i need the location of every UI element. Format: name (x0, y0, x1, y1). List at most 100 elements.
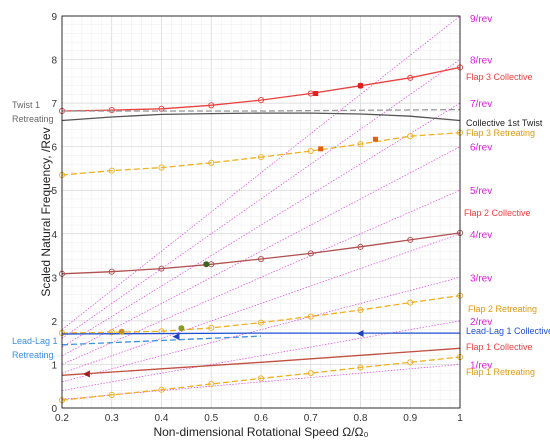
grid (61, 15, 461, 409)
per-rev-line-4 (61, 233, 461, 374)
annotation-flap1-retreating: Flap 1 Retreating (466, 367, 535, 377)
series-point-flap-2-collective (158, 265, 165, 272)
series-point-flap-3-collective (407, 74, 414, 81)
series-line-flap-3-collective (61, 66, 461, 112)
series-point-flap-2-collective (407, 236, 414, 243)
series-point-flap-2-retreating (307, 313, 314, 320)
annotation-twist1-retreating-line2: Retreating (12, 114, 54, 124)
point-markers (82, 83, 378, 378)
series-point-flap-3-retreating (407, 133, 414, 140)
y-axis-label: Scaled Natural Frequency, /Rev (39, 127, 53, 296)
x-tick-label: 0.9 (403, 413, 417, 424)
series-point-flap-3-retreating (307, 147, 314, 155)
annotation-twist1-retreating-line1: Twist 1 (12, 100, 40, 110)
per-rev-line-5 (61, 189, 461, 365)
y-tick-label: 8 (51, 56, 57, 67)
series-point-flap-2-collective (108, 268, 115, 275)
square-marker (358, 83, 363, 89)
per-rev-label-1: 1/rev (470, 360, 492, 371)
square-marker (372, 136, 378, 142)
x-tick-label: 0.8 (354, 413, 368, 424)
per-rev-label-5: 5/rev (470, 186, 492, 197)
series-point-flap-3-retreating (108, 167, 115, 174)
series-lines (58, 64, 464, 404)
y-tick-label: 5 (51, 186, 57, 197)
series-point-flap-1-retreating (407, 359, 414, 366)
per-rev-label-2: 2/rev (470, 317, 492, 328)
square-marker (318, 146, 324, 152)
annotation-flap3-collective: Flap 3 Collective (466, 72, 533, 82)
y-tick-label: 3 (51, 273, 57, 284)
series-point-flap-2-collective (257, 255, 265, 263)
y-tick-label: 6 (51, 143, 57, 154)
annotation-flap3-retreating: Flap 3 Retreating (466, 128, 535, 138)
series-point-flap-3-retreating (357, 141, 364, 148)
annotation-lead-lag1-retreating-line1: Lead-Lag 1 (12, 336, 58, 346)
x-tick-label: 0.5 (204, 413, 218, 424)
y-tick-label: 9 (51, 12, 57, 23)
annotation-collective-1st-twist: Collective 1st Twist (466, 118, 543, 128)
per-rev-label-3: 3/rev (470, 273, 492, 284)
y-tick-label: 1 (51, 360, 57, 371)
y-tick-label: 2 (51, 317, 57, 328)
series-point-flap-1-retreating (208, 380, 215, 388)
series-point-flap-1-retreating (257, 375, 265, 382)
annotations: Twist 1 Retreating Lead-Lag 1 Retreating Col… (12, 72, 550, 377)
series-point-flap-2-retreating (208, 324, 215, 331)
series-point-flap-3-retreating (158, 164, 165, 171)
per-rev-label-6: 6/rev (470, 143, 492, 154)
per-rev-label-8: 8/rev (470, 56, 492, 67)
plot-frame (61, 15, 461, 409)
x-tick-label: 1 (457, 413, 463, 424)
annotation-flap2-retreating: Flap 2 Retreating (468, 304, 537, 314)
x-tick-label: 0.2 (55, 413, 69, 424)
triangle-marker (82, 370, 90, 378)
series-line-lead-lag-1-retreating (61, 335, 262, 346)
series-line-collective-1st-twist (61, 112, 461, 122)
series-line-flap-2-retreating (61, 294, 461, 334)
series-line-lead-lag-1-collective (61, 332, 460, 335)
triangle-marker (172, 333, 180, 341)
annotation-lead-lag1-retreating-line2: Retreating (12, 350, 54, 360)
series-line-flap-2-collective (61, 232, 461, 275)
series-point-flap-3-retreating (257, 154, 265, 161)
series-point-flap-2-retreating (357, 306, 364, 314)
series-point-flap-1-retreating (158, 386, 165, 393)
series-line-flap-3-retreating (61, 132, 461, 176)
series-point-flap-2-collective (357, 243, 364, 250)
annotation-flap1-collective: Flap 1 Collective (466, 342, 533, 352)
series-point-flap-1-retreating (307, 370, 314, 377)
series-point-flap-1-retreating (357, 364, 364, 371)
per-rev-line-9 (61, 15, 461, 330)
series-line-flap-1-retreating (61, 356, 461, 401)
series-point-flap-2-collective (307, 250, 314, 257)
per-rev-label-4: 4/rev (470, 230, 492, 241)
x-tick-label: 0.3 (105, 413, 119, 424)
per-rev-label-7: 7/rev (470, 99, 492, 110)
per-rev-line-3 (61, 276, 461, 383)
triangle-marker (356, 330, 364, 338)
dot-marker (203, 261, 210, 268)
x-axis-label: Non-dimensional Rotational Speed Ω/Ω₀ (153, 425, 368, 439)
series-point-flap-2-retreating (257, 319, 265, 326)
y-tick-label: 7 (51, 99, 57, 110)
tick-labels: 0.2 0.3 0.4 0.5 0.6 0.7 0.8 0.9 1 0 1 2 3 4 5 6 7 8 9 (51, 12, 463, 424)
x-tick-label: 0.4 (155, 413, 169, 424)
series-point-flap-3-collective (357, 82, 364, 89)
annotation-lead-lag1-collective: Lead-Lag 1 Collective (466, 326, 550, 336)
square-marker (313, 91, 319, 97)
series-point-flap-3-collective (208, 102, 215, 109)
x-tick-label: 0.6 (254, 413, 268, 424)
annotation-flap2-collective: Flap 2 Collective (464, 208, 531, 218)
per-rev-lines: 1/rev 2/rev 3/rev 4/rev 5/rev 6/rev 7/rev 8/rev… (61, 14, 492, 400)
per-rev-label-9: 9/rev (470, 14, 492, 25)
series-line-twist-1-retreating (62, 108, 461, 112)
series-point-flap-2-retreating (108, 329, 115, 336)
x-tick-label: 0.7 (304, 413, 318, 424)
series-point-flap-1-retreating (108, 391, 115, 398)
series-point-flap-3-retreating (208, 159, 215, 166)
series-point-flap-2-retreating (407, 299, 414, 306)
dot-marker (178, 325, 185, 332)
series-point-flap-3-collective (257, 97, 265, 104)
